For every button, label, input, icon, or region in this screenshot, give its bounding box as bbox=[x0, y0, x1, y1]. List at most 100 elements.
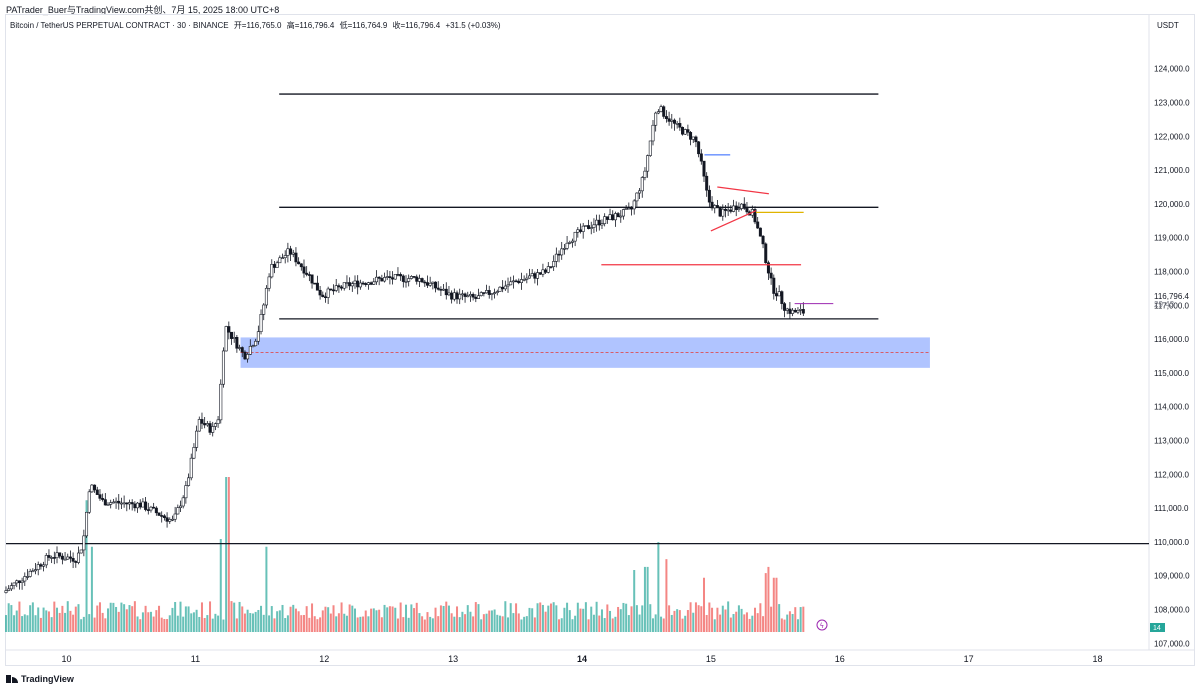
candle-body bbox=[117, 500, 121, 504]
candle-body bbox=[342, 282, 346, 289]
volume-bar bbox=[778, 604, 781, 632]
candle-body bbox=[546, 266, 550, 273]
time-axis: 10 11 12 13 14 15 16 17 18 bbox=[62, 654, 1103, 664]
candle-body bbox=[192, 447, 196, 459]
candle-body bbox=[119, 502, 123, 505]
time-tick-label: 15 bbox=[706, 654, 716, 664]
candle-body bbox=[683, 129, 687, 135]
candle-body bbox=[111, 501, 115, 504]
candle-body bbox=[764, 243, 768, 264]
candle-body bbox=[514, 280, 518, 283]
volume-bar bbox=[592, 614, 595, 632]
volume-bar bbox=[386, 607, 389, 632]
volume-bar bbox=[50, 617, 53, 632]
candle-body bbox=[160, 515, 164, 517]
candle-body bbox=[144, 501, 148, 510]
candle-body bbox=[715, 205, 719, 209]
candle-body bbox=[627, 207, 631, 210]
candle-body bbox=[221, 350, 225, 385]
volume-bar bbox=[625, 603, 628, 632]
volume-bar bbox=[399, 602, 402, 632]
last-price-value: 116,796.4 bbox=[1154, 292, 1190, 301]
candle-body bbox=[353, 280, 357, 284]
volume-bar bbox=[509, 603, 512, 632]
candle-body bbox=[25, 576, 29, 578]
volume-bar bbox=[721, 605, 724, 632]
volume-bar bbox=[654, 614, 657, 632]
volume-bar bbox=[609, 610, 612, 632]
volume-bar bbox=[496, 614, 499, 632]
candle-body bbox=[9, 585, 13, 590]
tradingview-footer[interactable]: TradingView bbox=[6, 674, 74, 684]
candle-body bbox=[766, 262, 770, 274]
volume-bar bbox=[217, 615, 220, 632]
brand-name: TradingView bbox=[21, 674, 74, 684]
candle-body bbox=[581, 225, 585, 232]
candle-body bbox=[533, 273, 537, 279]
candle-body bbox=[74, 561, 78, 563]
candle-body bbox=[391, 277, 395, 280]
volume-bar bbox=[727, 601, 730, 632]
candle-body bbox=[404, 281, 408, 283]
volume-bar bbox=[297, 611, 300, 632]
volume-bar bbox=[606, 604, 609, 632]
volume-bar bbox=[507, 617, 510, 632]
candle-body bbox=[63, 558, 67, 561]
tradingview-logo-icon bbox=[6, 675, 18, 683]
volume-bar bbox=[651, 618, 654, 632]
volume-bar bbox=[18, 601, 21, 632]
candle-body bbox=[603, 216, 607, 224]
candle-body bbox=[613, 213, 617, 221]
candle-body bbox=[264, 287, 268, 306]
candle-body bbox=[758, 227, 762, 237]
candle-body bbox=[227, 326, 231, 333]
candle-body bbox=[358, 282, 362, 288]
candle-body bbox=[460, 293, 464, 296]
candle-body bbox=[195, 430, 199, 448]
candle-body bbox=[125, 502, 129, 505]
candle-body bbox=[662, 106, 666, 117]
volume-bar bbox=[380, 617, 383, 632]
volume-bar bbox=[88, 614, 91, 632]
candle-body bbox=[589, 227, 593, 229]
volume-bar bbox=[547, 605, 550, 632]
candle-body bbox=[479, 292, 483, 296]
volume-bar bbox=[568, 610, 571, 632]
candle-body bbox=[101, 498, 105, 500]
candle-body bbox=[549, 266, 553, 268]
candle-body bbox=[592, 224, 596, 228]
volume-bar bbox=[541, 604, 544, 632]
volume-bar bbox=[115, 606, 118, 632]
volume-bar bbox=[278, 610, 281, 632]
candle-body bbox=[93, 484, 97, 491]
volume-bar bbox=[780, 618, 783, 632]
candle-body bbox=[412, 276, 416, 278]
volume-bar bbox=[190, 613, 193, 632]
lightning-icon[interactable] bbox=[816, 619, 828, 631]
candle-body bbox=[587, 225, 591, 229]
volume-bar bbox=[764, 573, 767, 632]
volume-bar bbox=[635, 605, 638, 632]
volume-bar bbox=[222, 619, 225, 632]
candle-body bbox=[428, 282, 432, 286]
volume-bar bbox=[243, 613, 246, 632]
candle-body bbox=[170, 518, 174, 521]
chart-frame[interactable] bbox=[5, 14, 1195, 666]
volume-bar bbox=[329, 613, 332, 632]
volume-bar bbox=[93, 617, 96, 632]
volume-bar bbox=[762, 616, 765, 632]
volume-bar bbox=[549, 603, 552, 632]
candle-body bbox=[783, 303, 787, 311]
candle-body bbox=[388, 276, 392, 278]
volume-bar bbox=[396, 618, 399, 632]
volume-bar bbox=[729, 617, 732, 632]
candle-body bbox=[211, 426, 215, 433]
candle-body bbox=[506, 284, 510, 287]
candle-body bbox=[487, 290, 491, 295]
volume-bar bbox=[686, 610, 689, 632]
candle-body bbox=[463, 293, 467, 297]
candle-body bbox=[769, 272, 773, 279]
volume-bar bbox=[251, 613, 254, 632]
candle-body bbox=[122, 502, 126, 505]
